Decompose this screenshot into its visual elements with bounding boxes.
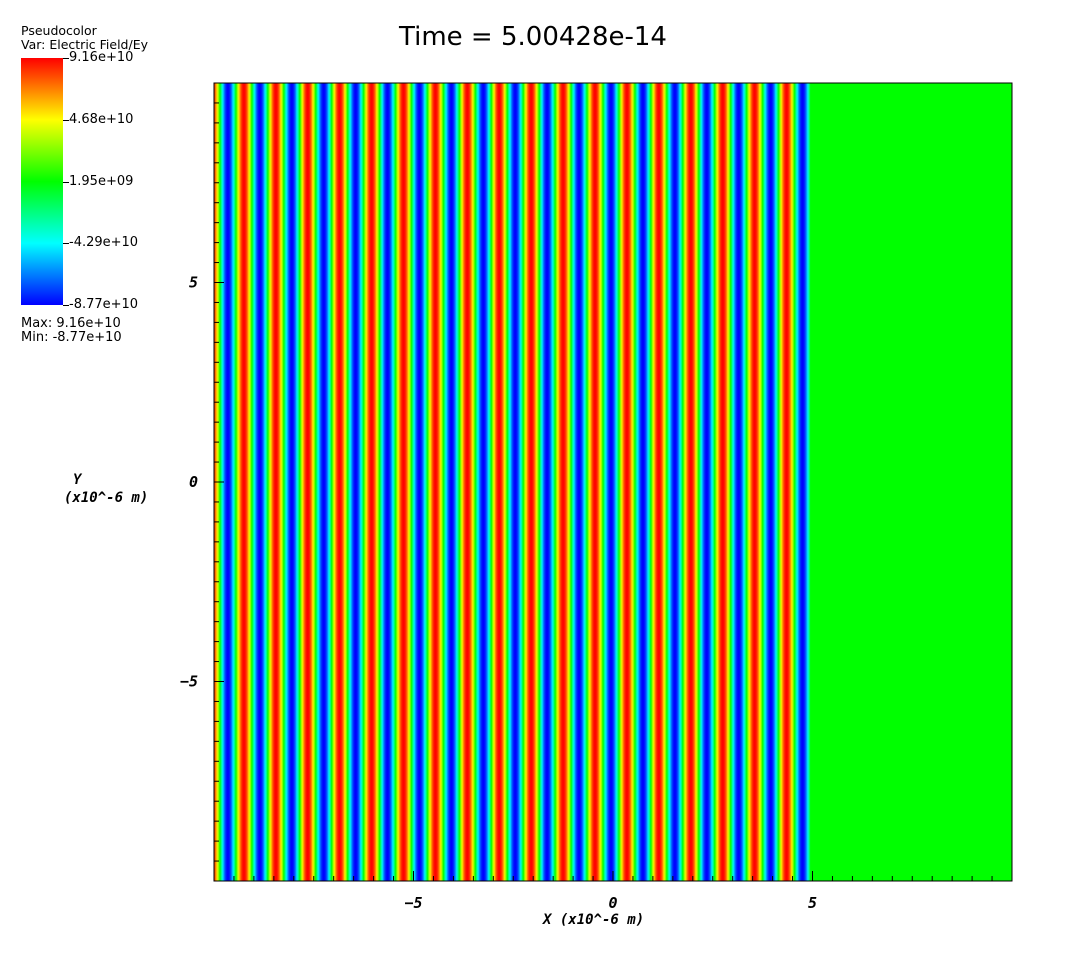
colorbar-tick [63, 58, 69, 59]
colorbar-label: 4.68e+10 [69, 112, 134, 127]
colorbar-tick [63, 182, 69, 183]
colorbar-label: -8.77e+10 [69, 297, 139, 312]
legend-title: Pseudocolor [21, 23, 97, 38]
colorbar-label: -4.29e+10 [69, 235, 139, 250]
colorbar-tick [63, 120, 69, 121]
colorbar-gradient [21, 58, 63, 305]
x-tick-label: −5 [404, 894, 422, 912]
y-axis-title-line2: (x10^-6 m) [64, 490, 149, 506]
x-axis-title: X (x10^-6 m) [543, 912, 645, 928]
legend-min: Min: -8.77e+10 [21, 330, 122, 345]
x-tick-label: 0 [608, 894, 617, 912]
colorbar [21, 58, 63, 305]
colorbar-tick [63, 243, 69, 244]
legend-variable: Var: Electric Field/Ey [21, 37, 148, 52]
colorbar-tick [63, 305, 69, 306]
colorbar-label: 1.95e+09 [69, 174, 134, 189]
chart-title: Time = 5.00428e-14 [399, 22, 667, 52]
field-image [214, 83, 1012, 881]
y-tick-label: −5 [180, 673, 198, 691]
legend-max: Max: 9.16e+10 [21, 316, 121, 331]
y-tick-label: 5 [189, 274, 198, 292]
y-tick-label: 0 [189, 473, 198, 491]
x-tick-label: 5 [808, 894, 817, 912]
y-axis-title-line1: Y [73, 472, 82, 488]
colorbar-label: 9.16e+10 [69, 50, 134, 65]
